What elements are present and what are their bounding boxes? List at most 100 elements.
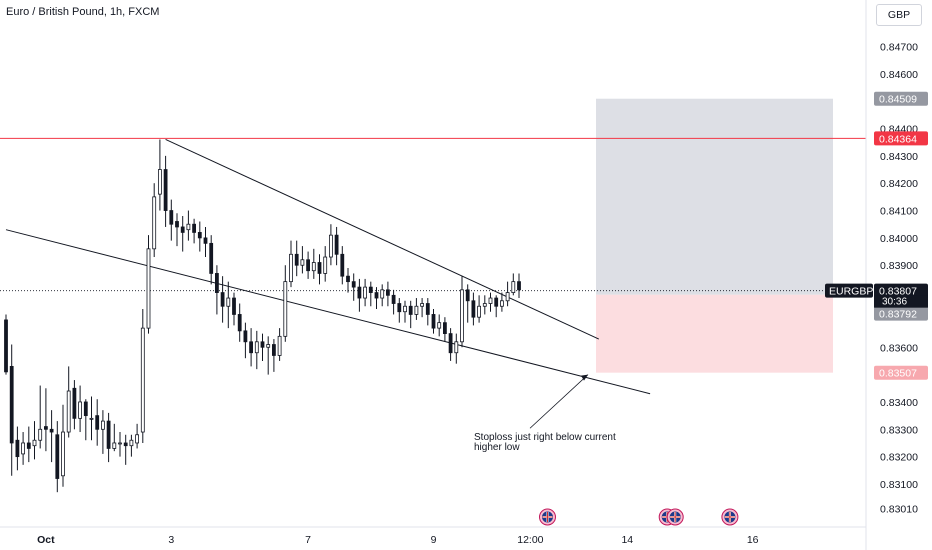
candle-body: [32, 439, 37, 447]
candle-body: [340, 253, 345, 277]
candle: [89, 396, 94, 441]
candle: [420, 298, 425, 318]
x-axis-tick-label: 14: [621, 534, 633, 546]
candle-body: [494, 297, 499, 307]
candle-body: [499, 300, 504, 307]
candle-body: [277, 335, 282, 356]
candle-body: [317, 262, 322, 274]
candle: [163, 155, 168, 227]
candle-body: [209, 242, 214, 274]
candle-body: [180, 226, 185, 233]
y-axis-tick-label: 0.84700: [880, 41, 918, 53]
price-label-text: 0.83507: [879, 368, 917, 380]
candle-body: [511, 281, 516, 293]
currency-selector[interactable]: GBP: [876, 4, 922, 26]
candle-body: [140, 327, 145, 433]
candle-body: [414, 305, 419, 315]
candle: [175, 213, 179, 247]
candle-body: [15, 439, 20, 458]
y-axis-tick-label: 0.83900: [880, 260, 918, 272]
y-axis-tick-label: 0.83010: [880, 504, 918, 516]
candle-body: [78, 401, 82, 419]
x-axis-tick-label: Oct: [37, 534, 55, 546]
candle-body: [44, 426, 48, 430]
candle: [357, 278, 362, 312]
x-axis-tick-label: 9: [431, 534, 437, 546]
economic-event-icon: [658, 508, 684, 526]
candle-body: [271, 344, 276, 356]
candle: [300, 246, 305, 274]
candle-body: [408, 305, 413, 315]
candle: [482, 295, 487, 315]
candle-body: [448, 333, 453, 354]
candle-body: [437, 322, 442, 329]
candle: [209, 235, 214, 285]
candle-body: [232, 297, 236, 315]
candle-body: [237, 314, 242, 332]
candle: [220, 276, 225, 323]
candle: [437, 314, 442, 337]
candle: [123, 434, 128, 465]
y-axis-tick-label: 0.83200: [880, 452, 918, 464]
price-label: 0.83507: [874, 365, 928, 380]
candle-body: [403, 305, 407, 313]
candle: [448, 328, 453, 361]
candle-body: [89, 417, 94, 420]
candle-body: [460, 289, 464, 343]
candle-body: [38, 428, 43, 441]
candle-body: [442, 322, 447, 334]
candle-body: [152, 196, 157, 250]
candle: [226, 281, 231, 329]
candle-body: [283, 281, 288, 337]
candle-body: [135, 434, 140, 444]
y-axis-tick-label: 0.83300: [880, 424, 918, 436]
candle: [78, 385, 82, 433]
candle: [328, 224, 333, 266]
annotation-arrow: [529, 374, 589, 429]
price-label-bg: [874, 131, 928, 146]
candle-body: [249, 341, 254, 354]
candle: [346, 267, 350, 293]
annotation-text: Stoploss just right below current: [474, 432, 616, 443]
price-label-bg: [874, 306, 928, 321]
candle-body: [9, 366, 14, 444]
candle-body: [186, 223, 191, 231]
candle: [334, 226, 339, 266]
candle-body: [380, 289, 385, 299]
candle: [289, 240, 293, 288]
price-label-text: 0.83792: [879, 309, 917, 321]
candle: [488, 292, 493, 312]
candle: [517, 273, 521, 299]
candle-body: [118, 442, 122, 445]
candle: [294, 240, 299, 277]
candle-body: [328, 234, 333, 258]
y-axis-tick-label: 0.84100: [880, 206, 918, 218]
candle: [140, 308, 145, 443]
candle: [61, 404, 65, 487]
candle-body: [368, 286, 373, 293]
candle-body: [266, 344, 271, 348]
candle: [380, 284, 385, 307]
candle: [49, 410, 54, 463]
price-label: 0.84364: [874, 131, 928, 146]
candle-body: [374, 292, 379, 299]
candle: [254, 330, 259, 370]
candle-body: [351, 281, 356, 288]
candle-body: [289, 253, 293, 283]
candle-body: [49, 428, 54, 433]
economic-event-icon: [721, 508, 739, 526]
price-label-bg: [874, 283, 928, 298]
candle: [95, 399, 100, 446]
candle: [351, 273, 356, 301]
candle-body: [129, 439, 134, 447]
candle: [454, 333, 459, 364]
price-label-bg: [874, 365, 928, 380]
candle-body: [517, 281, 521, 291]
candle: [317, 254, 322, 285]
y-axis-tick-label: 0.83400: [880, 397, 918, 409]
candle-body: [61, 431, 65, 477]
y-axis-tick-label: 0.84600: [880, 69, 918, 81]
chart-title: Euro / British Pound, 1h, FXCM: [6, 6, 160, 18]
candle: [15, 426, 20, 471]
